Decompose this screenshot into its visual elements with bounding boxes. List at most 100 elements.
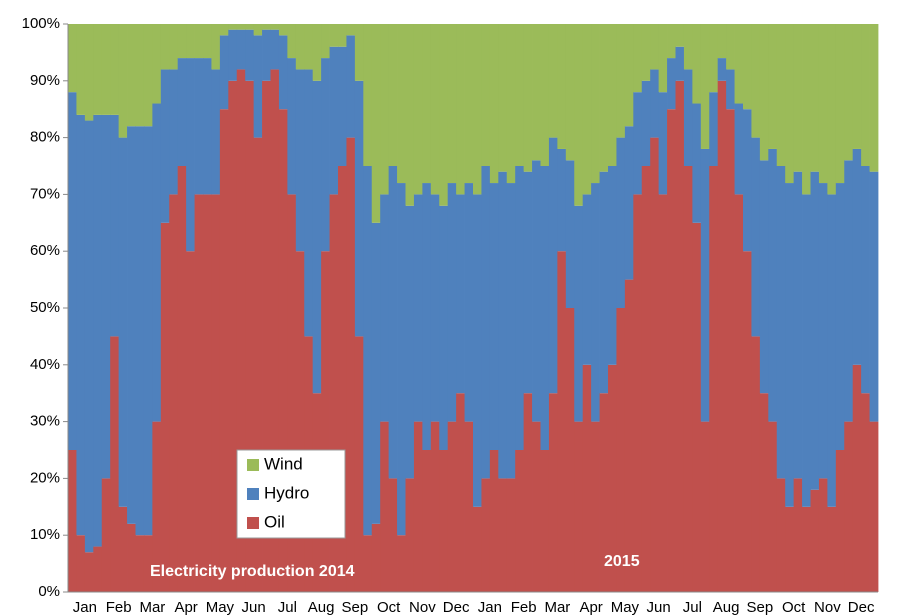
bar-segment: [354, 336, 364, 592]
bar-segment: [219, 35, 229, 110]
bar-segment: [84, 120, 94, 553]
bar-segment: [574, 421, 584, 592]
bar-segment: [68, 450, 77, 592]
bar-segment: [835, 24, 845, 184]
bar-segment: [439, 205, 449, 450]
bar-segment: [675, 46, 685, 81]
bar-segment: [489, 183, 499, 451]
bar-segment: [287, 194, 297, 592]
bar-segment: [498, 478, 508, 592]
y-tick-label: 50%: [30, 299, 60, 316]
legend-swatch: [247, 459, 259, 471]
bar-segment: [751, 24, 761, 138]
bar-segment: [802, 24, 811, 195]
bar-segment: [498, 24, 508, 172]
bar-segment: [101, 114, 111, 479]
bar-segment: [101, 24, 111, 115]
bar-segment: [430, 24, 440, 195]
bar-segment: [506, 183, 516, 479]
bar-segment: [143, 126, 153, 536]
x-tick-label: Jun: [647, 599, 671, 616]
bar-segment: [565, 308, 575, 592]
bar-segment: [236, 24, 246, 30]
bar-segment: [160, 222, 170, 593]
bar-segment: [346, 35, 356, 138]
bar-segment: [135, 126, 145, 536]
bar-segment: [751, 336, 761, 592]
bar-segment: [726, 69, 735, 110]
bar-segment: [135, 24, 145, 127]
bar-segment: [439, 450, 449, 592]
bar-segment: [506, 24, 516, 184]
bar-segment: [270, 69, 280, 592]
bar-segment: [548, 24, 558, 138]
bar-segment: [548, 137, 558, 394]
bar-segment: [329, 24, 339, 47]
bar-segment: [591, 421, 600, 592]
bar-segment: [827, 506, 837, 592]
bar-segment: [717, 80, 727, 593]
bar-segment: [464, 24, 474, 184]
x-tick-label: Jan: [478, 599, 502, 616]
bar-segment: [329, 46, 339, 195]
bar-segment: [658, 24, 668, 93]
bar-segment: [734, 24, 744, 104]
bar-segment: [810, 171, 820, 490]
bar-segment: [380, 194, 390, 422]
bar-segment: [93, 114, 103, 547]
bar-segment: [363, 24, 373, 166]
bar-segment: [93, 24, 103, 115]
x-tick-label: Dec: [443, 599, 470, 616]
bar-segment: [405, 24, 415, 206]
bar-segment: [186, 251, 195, 592]
bar-segment: [127, 24, 136, 127]
bar-segment: [278, 24, 288, 36]
bar-segment: [278, 35, 288, 110]
y-tick-label: 10%: [30, 526, 60, 543]
bar-segment: [203, 24, 212, 59]
bar-segment: [405, 478, 415, 592]
bar-segment: [177, 24, 187, 59]
bar-segment: [692, 24, 702, 104]
bar-segment: [734, 103, 744, 195]
annotation: 2015: [604, 553, 640, 570]
bar-segment: [481, 166, 491, 479]
bar-segment: [582, 24, 592, 195]
bar-segment: [363, 535, 373, 592]
bar-segment: [186, 24, 195, 59]
bar-segment: [835, 450, 845, 592]
bar-segment: [675, 80, 685, 593]
bar-segment: [810, 24, 820, 172]
bar-segment: [785, 506, 795, 592]
bar-segment: [295, 24, 305, 70]
bar-segment: [270, 24, 280, 30]
bar-segment: [177, 166, 187, 592]
bar-segment: [743, 24, 752, 110]
bar-segment: [464, 183, 474, 422]
bar-segment: [532, 160, 541, 422]
bar-segment: [835, 183, 845, 451]
bar-segment: [523, 393, 533, 592]
bar-segment: [76, 24, 86, 115]
bar-segment: [861, 24, 870, 166]
bar-segment: [169, 24, 179, 70]
y-tick-label: 70%: [30, 185, 60, 202]
bar-segment: [869, 421, 879, 592]
y-tick-label: 100%: [22, 15, 60, 32]
bar-segment: [118, 137, 128, 507]
bar-segment: [143, 535, 153, 592]
bar-segment: [422, 24, 432, 184]
bar-segment: [93, 546, 103, 592]
bar-segment: [700, 421, 710, 592]
bar-segment: [743, 251, 752, 592]
bar-segment: [422, 183, 432, 451]
bar-segment: [135, 535, 145, 592]
bar-segment: [456, 24, 465, 195]
bar-segment: [430, 421, 440, 592]
axes: 0% 10% 20% 30% 40% 50% 60% 70% 80% 90% 100% Jan Feb M…: [22, 15, 878, 616]
bar-segment: [304, 69, 314, 337]
bar-segment: [203, 194, 212, 592]
bar-segment: [827, 24, 837, 195]
bar-segment: [768, 148, 778, 422]
bar-segment: [650, 137, 660, 592]
